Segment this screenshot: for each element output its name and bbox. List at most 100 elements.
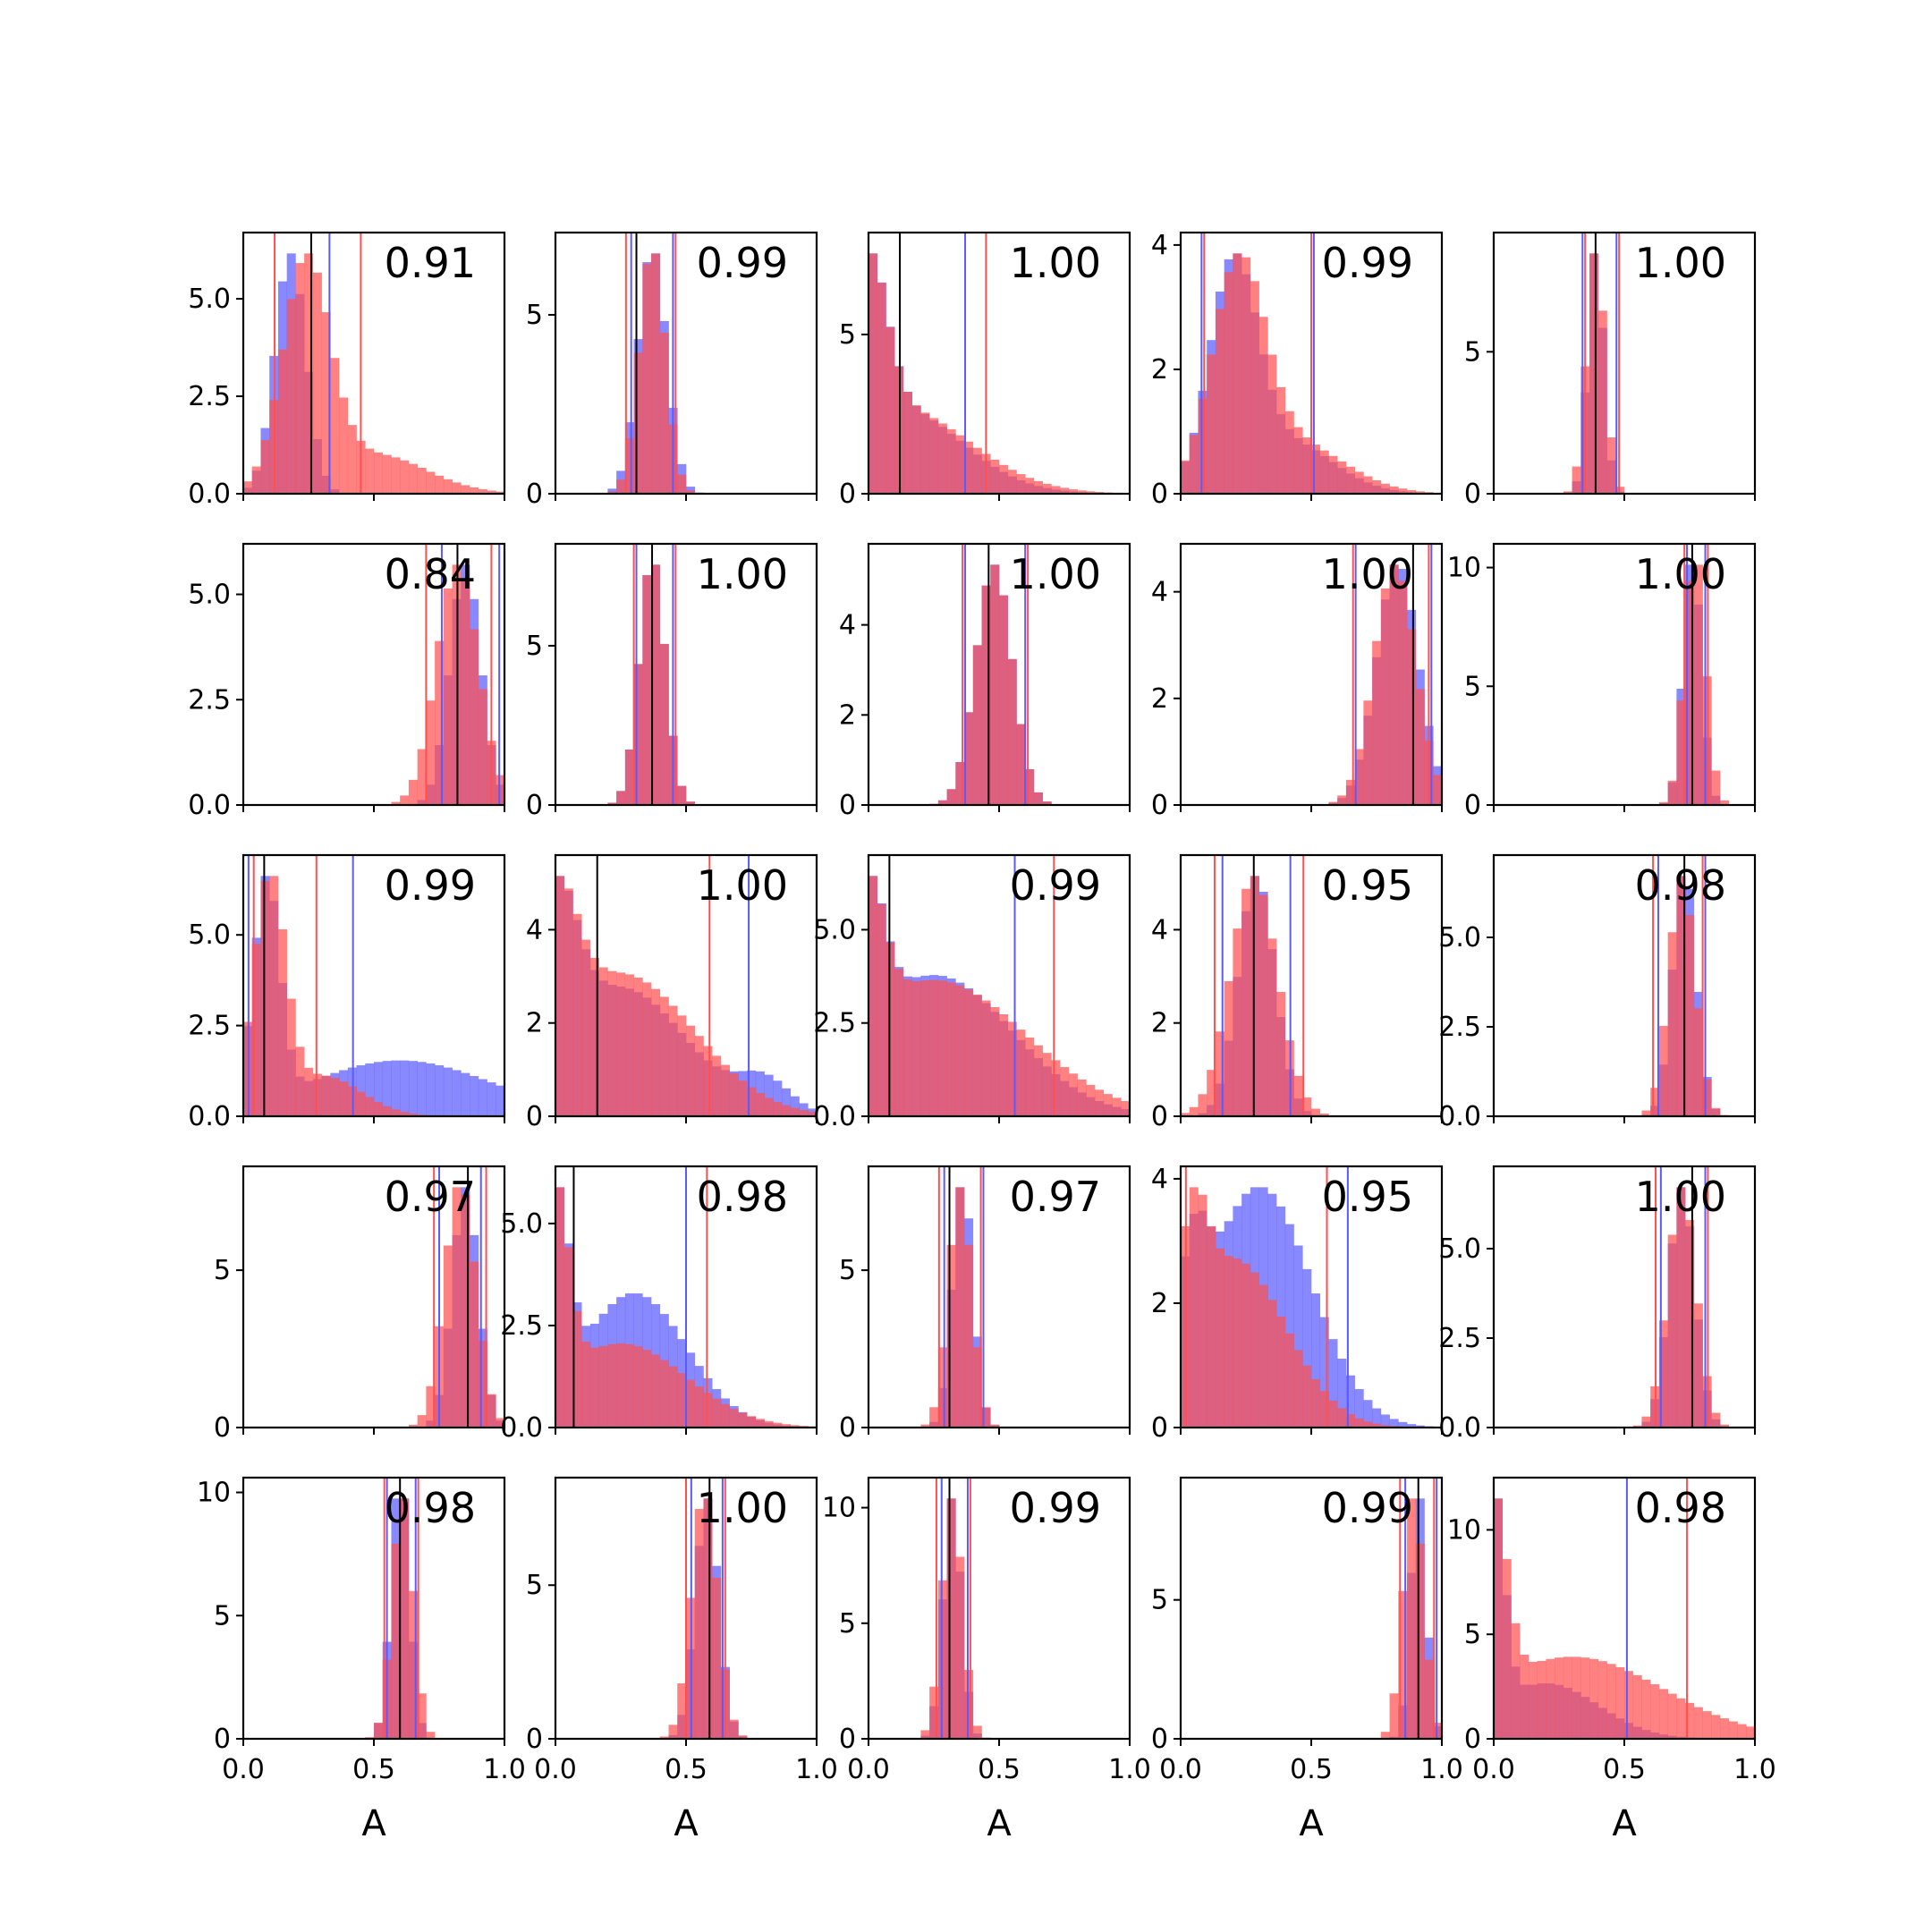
correlation-label: 0.99 [697,239,788,287]
plot-area [929,544,1052,805]
red-histogram-bar [1720,800,1730,805]
red-histogram-bar [703,1498,713,1739]
red-histogram-bar [1241,1263,1251,1428]
red-histogram-bar [782,1105,792,1116]
blue-histogram-bar [1380,1414,1390,1428]
red-histogram-bar [972,1725,982,1739]
red-histogram-bar [607,970,617,1116]
blue-histogram-bar [1389,1419,1399,1428]
red-histogram-bar [764,1097,774,1116]
red-histogram-bar [659,996,669,1116]
red-histogram-bar [929,1407,939,1428]
red-histogram-bar [651,988,661,1116]
red-histogram-bar [1233,1258,1242,1428]
red-histogram-bar [408,1424,418,1428]
y-tick-label: 2 [1151,1288,1168,1319]
red-histogram-bar [1354,1418,1364,1428]
plot-area [1494,1478,1755,1739]
red-histogram-bar [1345,1413,1355,1428]
blue-histogram-bar [426,1063,436,1116]
correlation-label: 0.99 [1322,1484,1413,1532]
correlation-label: 1.00 [697,550,788,598]
red-histogram-bar [1676,700,1686,805]
red-histogram-bar [1676,1698,1686,1739]
red-histogram-bar [1641,1679,1651,1739]
plot-area [408,1166,504,1428]
red-histogram-bar [712,1577,722,1739]
x-axis-label: A [361,1803,386,1844]
red-histogram-bar [946,1498,956,1739]
blue-histogram-bar [1345,1375,1355,1428]
red-histogram-bar [869,876,878,1116]
red-histogram-bar [677,785,687,805]
red-histogram-bar [607,802,617,805]
correlation-label: 1.00 [1635,550,1726,598]
red-histogram-bar [426,1732,436,1739]
red-histogram-bar [964,1244,974,1428]
y-tick-label: 0 [1151,1101,1168,1132]
y-tick-label: 2 [839,699,856,731]
blue-histogram-bar [391,1060,401,1116]
correlation-label: 0.99 [1322,239,1413,287]
red-histogram-bar [1615,1667,1625,1739]
red-histogram-bar [564,888,573,1116]
correlation-label: 1.00 [1010,239,1101,287]
red-histogram-bar [668,1005,678,1116]
red-histogram-bar [1615,487,1625,494]
red-histogram-bar [269,876,279,1116]
red-histogram-bar [1372,480,1382,494]
y-tick-label: 4 [1151,1164,1168,1195]
red-histogram-bar [1624,1671,1634,1739]
red-histogram-bar [738,1735,748,1739]
x-tick-label: 0.0 [1159,1754,1202,1785]
y-tick-label: 0 [1151,1724,1168,1755]
red-histogram-bar [243,481,253,494]
y-tick-label: 5.0 [813,914,856,945]
y-tick-label: 5.0 [500,1208,543,1240]
red-histogram-bar [990,459,1000,494]
red-histogram-bar [1520,1654,1530,1739]
red-histogram-bar [1363,700,1373,805]
y-tick-label: 5 [1464,671,1481,702]
red-histogram-bar [417,749,427,805]
red-histogram-bar [443,1245,453,1428]
red-histogram-bar [365,1097,375,1116]
red-histogram-bar [920,412,930,494]
red-histogram-bar [651,253,661,494]
red-histogram-bar [1267,938,1277,1116]
red-histogram-bar [1693,564,1703,805]
correlation-label: 0.98 [385,1484,476,1532]
red-histogram-bar [1641,1110,1651,1116]
red-histogram-bar [1537,1660,1546,1739]
x-tick-label: 1.0 [483,1754,526,1785]
red-histogram-bar [304,1067,314,1116]
red-histogram-bar [1415,689,1425,805]
red-histogram-bar [1337,461,1347,494]
y-tick-label: 10 [1447,553,1481,584]
red-histogram-bar [633,664,643,805]
red-histogram-bar [487,490,496,494]
red-histogram-bar [286,299,296,494]
panel-14: 0 2 4 0.95 [1151,853,1444,1132]
red-histogram-bar [478,1340,487,1428]
red-histogram-bar [1415,491,1425,494]
red-histogram-bar [1658,1025,1668,1116]
red-histogram-bar [624,974,634,1116]
red-histogram-bar [729,1409,739,1428]
red-histogram-bar [1363,1421,1373,1428]
red-histogram-bar [937,423,947,494]
red-histogram-bar [1007,470,1017,494]
y-tick-label: 2 [1151,1008,1168,1039]
red-histogram-bar [1380,588,1390,805]
red-histogram-bar [1667,1234,1677,1428]
correlation-label: 0.84 [385,550,476,598]
y-tick-label: 2.5 [813,1008,856,1039]
red-histogram-bar [1676,876,1686,1116]
red-histogram-bar [929,979,939,1116]
x-axis-label: A [1612,1803,1637,1844]
plot-area [1658,544,1730,805]
red-histogram-bar [877,903,886,1116]
red-histogram-bar [1685,1702,1695,1739]
red-histogram-bar [391,1109,401,1116]
red-histogram-bar [964,989,974,1116]
